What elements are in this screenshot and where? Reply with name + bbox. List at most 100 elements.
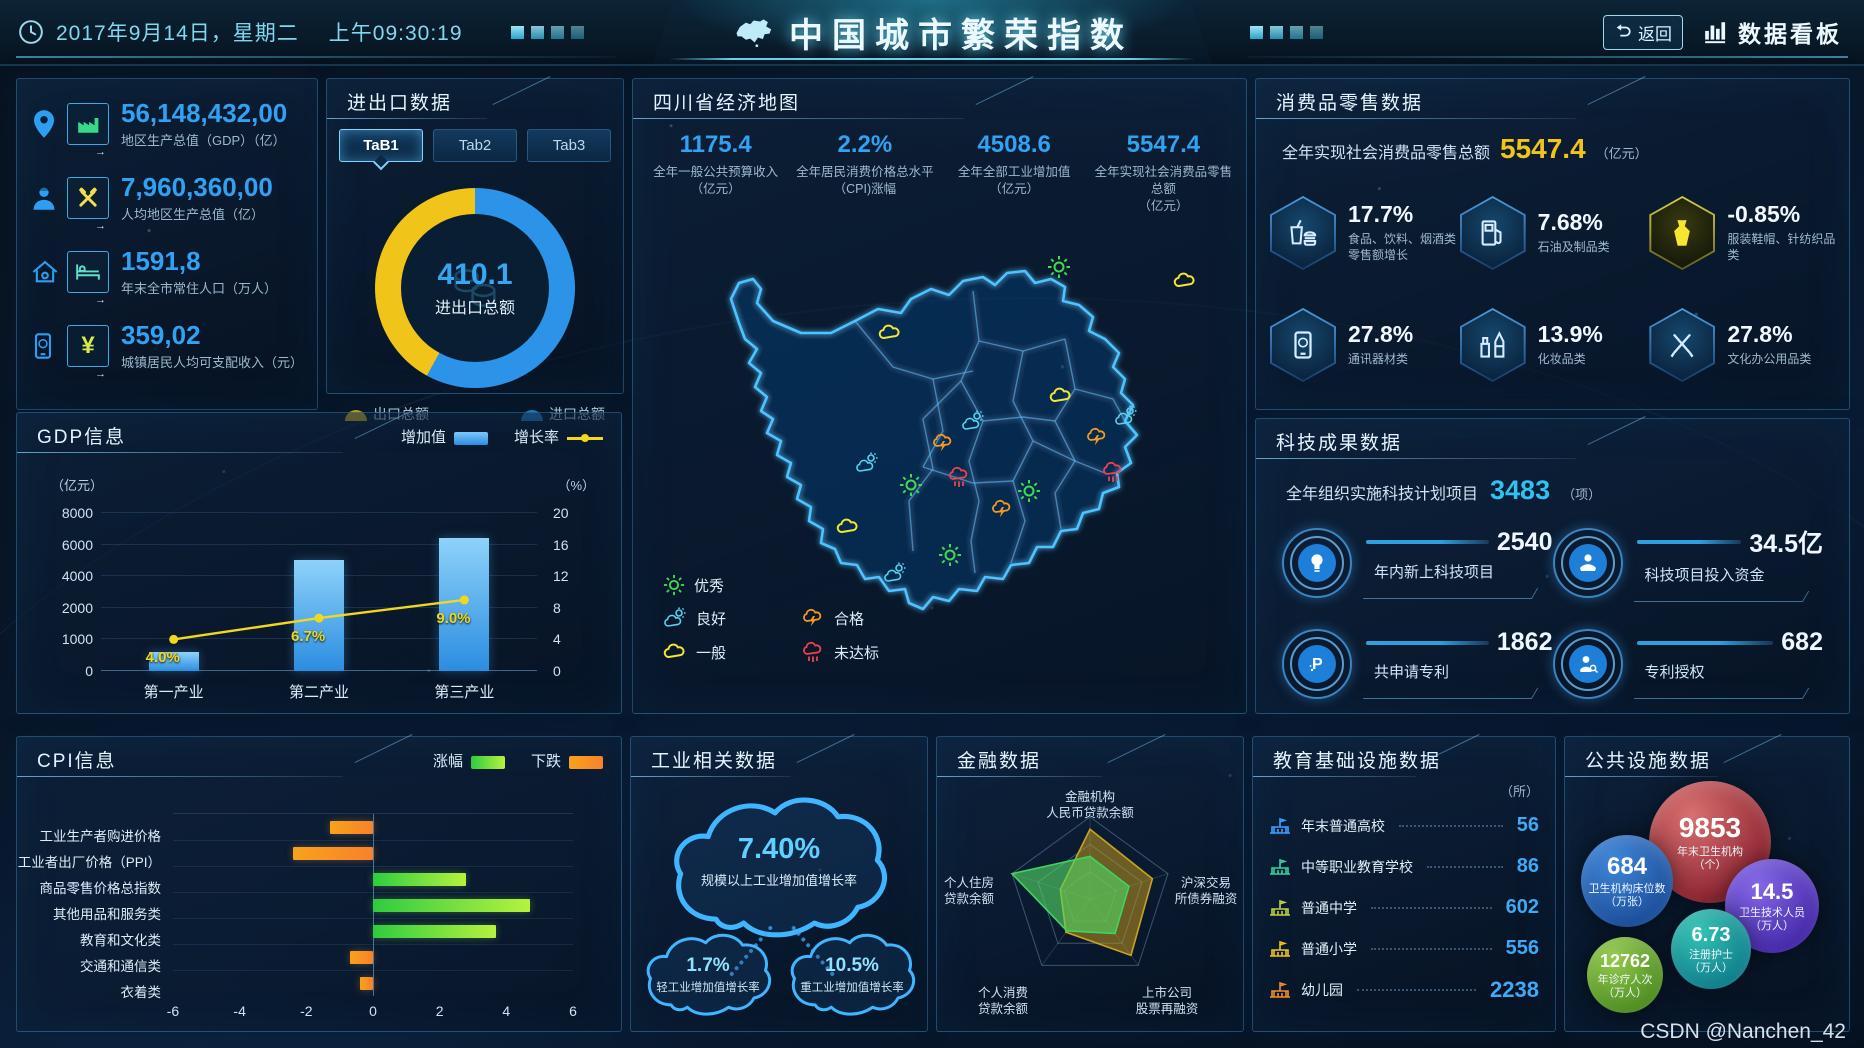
- tech-total-unit: （项）: [1562, 487, 1602, 502]
- gdp-category-axis: 第一产业 第二产业 第三产业: [143, 684, 495, 701]
- industry-sub-light: 1.7% 轻工业增加值增长率: [656, 955, 760, 994]
- edu-row-kindergarten: 幼儿园 2238: [1269, 969, 1539, 1010]
- retail-total-label: 全年实现社会消费品零售总额: [1282, 145, 1491, 162]
- retail-item-stationery: 27.8% 文化办公用品类: [1649, 289, 1839, 401]
- patent-icon: [1307, 653, 1327, 675]
- gdp-legend: 增加值 增长率: [401, 426, 603, 447]
- industry-main: 7.40% 规模以上工业增加值增长率: [631, 833, 927, 889]
- retail-total: 全年实现社会消费品零售总额 5547.4 （亿元）: [1256, 119, 1849, 165]
- legend-excellent: 优秀: [663, 574, 755, 596]
- panel-title: 金融数据: [957, 751, 1042, 772]
- line-swatch-icon: [567, 433, 603, 442]
- crossed-hammers-icon: [76, 186, 100, 210]
- panel-title: 消费品零售数据: [1276, 93, 1424, 114]
- tech-grid: 2540 年内新上科技项目 34.5亿 科技项目投入资金 1862 共申请专利 …: [1256, 506, 1849, 699]
- edu-row-primary-school: 普通小学 556: [1269, 928, 1539, 969]
- finance-panel: 金融数据 金融机构 人民币贷款余额 沪深交易 所债券融资 上市公司 股票再融资 个人消…: [936, 734, 1244, 1032]
- stat-label: 地区生产总值（GDP）（亿）: [121, 132, 286, 148]
- import-export-panel: 进出口数据 TaB1 Tab2 Tab3 410.1 进出口总额 出口总额 进口…: [326, 76, 624, 422]
- tab-tab2[interactable]: Tab2: [433, 129, 517, 162]
- bar-swatch-icon: [453, 431, 488, 445]
- gdp-chart-plot: 4.0% 6.7% 9.0%: [101, 512, 537, 671]
- deco-squares-left: [510, 25, 584, 39]
- panel-title: 科技成果数据: [1276, 433, 1403, 454]
- industry-sub-heavy: 10.5% 重工业增加值增长率: [800, 955, 904, 994]
- gdp-right-unit: （%）: [557, 478, 595, 493]
- radar-axis-bond: 沪深交易 所债券融资: [1174, 876, 1238, 906]
- tech-total-value: 3483: [1490, 475, 1551, 505]
- yuan-icon: ¥: [81, 332, 95, 359]
- public-facilities-panel: 公共设施数据 9853 年末卫生机构 （个） 684 卫生机构床位数 （万张） 14.5…: [1564, 734, 1850, 1032]
- education-unit: （所）: [1499, 784, 1539, 799]
- factory-icon: [76, 113, 100, 135]
- down-swatch-icon: [569, 755, 603, 769]
- stat-value: 359,02: [121, 319, 201, 350]
- retail-panel: 消费品零售数据 全年实现社会消费品零售总额 5547.4 （亿元） 17.7% 食…: [1255, 76, 1850, 410]
- china-map-icon: [731, 14, 775, 50]
- retail-item-petroleum: 7.68% 石油及制品类: [1459, 177, 1650, 289]
- data-board-button[interactable]: 数据看板: [1703, 15, 1842, 49]
- trade-total-label: 进出口总额: [434, 300, 515, 317]
- district-boundaries: [854, 290, 1126, 574]
- legend-good: 良好: [663, 606, 755, 630]
- panel-title: 公共设施数据: [1585, 751, 1712, 772]
- finance-radar-chart: [1010, 816, 1169, 966]
- gdp-right-axis: 0 4 8 12 16 20: [553, 505, 569, 679]
- up-swatch-icon: [470, 755, 505, 769]
- tech-total: 全年组织实施科技计划项目 3483 （项）: [1256, 459, 1849, 506]
- map-stat: 1175.4 全年一般公共预算收入 （亿元）: [653, 131, 779, 197]
- school-icon: [1269, 816, 1291, 836]
- tech-item-patent-applications: 1862 共申请专利: [1282, 628, 1553, 699]
- retail-grid: 17.7% 食品、饮料、烟酒类零售额增长 7.68% 石油及制品类 -0.85% 服装…: [1256, 165, 1849, 401]
- gdp-panel: GDP信息 增加值 增长率 （亿元） （%） 0 1000 2000 4000 6000…: [16, 410, 622, 714]
- header-time: 上午09:30:19: [328, 22, 463, 45]
- panel-title: 四川省经济地图: [653, 93, 801, 114]
- stationery-icon: [1668, 331, 1696, 359]
- trade-donut-chart: 410.1 进出口总额: [375, 188, 575, 388]
- bulb-icon: [1307, 552, 1327, 574]
- clock-icon: [18, 19, 44, 45]
- page-title: 中国城市繁荣指数: [789, 16, 1133, 55]
- key-stats-panel: → 56,148,432,00 地区生产总值（GDP）（亿） → 7,960,3…: [16, 78, 318, 410]
- cpi-category-labels: 工业生产者购进价格 工业者出厂价格（PPI） 商品零售价格总指数 其他用品和服务类 教育…: [17, 829, 161, 1000]
- retail-total-unit: （亿元）: [1595, 146, 1648, 161]
- gdp-left-axis: 0 1000 2000 4000 6000 8000: [61, 505, 93, 679]
- location-pin-icon: [31, 109, 57, 139]
- stat-label: 年末全市常住人口（万人）: [121, 280, 278, 296]
- header-date: 2017年9月14日，星期二: [56, 22, 299, 45]
- panel-title: 教育基础设施数据: [1273, 751, 1442, 772]
- bubble-annual-visits: 12762 年诊疗人次 （万人）: [1587, 937, 1663, 1013]
- cpi-x-axis: -6 -4 -2 0 2 4 6: [166, 1003, 577, 1019]
- tab-tab1[interactable]: TaB1: [339, 129, 423, 162]
- bubble-registered-nurses: 6.73 注册护士 （万人）: [1671, 909, 1751, 989]
- trade-tabs: TaB1 Tab2 Tab3: [327, 119, 623, 162]
- smartphone-icon: [1290, 330, 1316, 360]
- stat-value: 1591,8: [121, 245, 201, 276]
- cloud-icon: [663, 640, 687, 664]
- panel-title: GDP信息: [37, 427, 127, 448]
- map-stat: 5547.4 全年实现社会消费品零售总额 （亿元）: [1094, 131, 1233, 214]
- fuel-pump-icon: [1479, 218, 1507, 248]
- map-stat: 2.2% 全年居民消费价格总水平 （CPI)涨幅: [796, 131, 934, 197]
- thunder-cloud-icon: [801, 606, 825, 630]
- partly-cloudy-icon: [663, 606, 687, 630]
- key-stat-row-income: ¥ → 359,02 城镇居民人均可支配收入（元）: [17, 309, 317, 383]
- key-stat-row-gdp: → 56,148,432,00 地区生产总值（GDP）（亿）: [17, 87, 317, 161]
- sichuan-map-panel: 四川省经济地图 1175.4 全年一般公共预算收入 （亿元） 2.2% 全年居民消费价…: [632, 76, 1247, 714]
- province-outline: [729, 269, 1139, 611]
- map-stat: 4508.6 全年全部工业增加值 （亿元）: [957, 131, 1071, 197]
- back-button[interactable]: 返回: [1603, 14, 1683, 50]
- trade-total-value: 410.1: [437, 258, 513, 291]
- house-icon: [31, 259, 59, 285]
- radar-axis-housing: 个人住房 贷款余额: [943, 876, 994, 906]
- bubble-hospital-beds: 684 卫生机构床位数 （万张）: [1581, 835, 1673, 927]
- tab-tab3[interactable]: Tab3: [527, 129, 611, 162]
- industry-panel: 工业相关数据 7.40% 规模以上工业增加值增长率 1.7% 轻工业增加值增长率…: [630, 734, 928, 1032]
- school-icon: [1269, 939, 1291, 959]
- legend-pass: 合格: [801, 606, 893, 630]
- tech-item-new-projects: 2540 年内新上科技项目: [1282, 524, 1553, 602]
- legend-average: 一般: [663, 640, 755, 664]
- education-list: 年末普通高校 56 中等职业教育学校 86 普通中学 602 普通小学 556 幼儿园 2…: [1253, 777, 1555, 1010]
- legend-substandard: 未达标: [801, 640, 893, 664]
- radar-axis-consumer: 个人消费 贷款余额: [977, 986, 1028, 1016]
